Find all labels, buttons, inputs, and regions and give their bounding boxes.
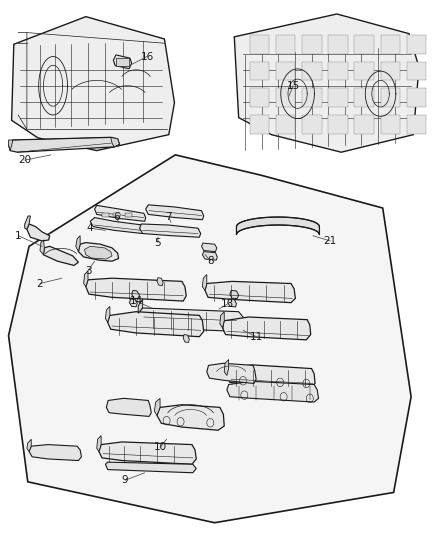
Bar	[276, 115, 295, 134]
Polygon shape	[9, 140, 13, 151]
Polygon shape	[237, 217, 319, 235]
Text: 5: 5	[155, 238, 161, 247]
Polygon shape	[130, 299, 138, 307]
Polygon shape	[230, 290, 239, 298]
Polygon shape	[220, 312, 224, 328]
Text: 7: 7	[166, 212, 172, 222]
Polygon shape	[207, 364, 256, 383]
Bar	[302, 115, 321, 134]
Text: 9: 9	[122, 475, 128, 485]
Bar	[328, 88, 348, 107]
Text: 1: 1	[15, 231, 21, 241]
Text: 3: 3	[85, 266, 92, 276]
Bar	[125, 213, 132, 217]
Polygon shape	[86, 278, 186, 301]
Polygon shape	[40, 240, 44, 255]
Polygon shape	[106, 462, 196, 473]
Polygon shape	[227, 381, 318, 402]
Text: 11: 11	[250, 332, 263, 342]
Polygon shape	[9, 138, 120, 152]
Polygon shape	[27, 224, 49, 241]
Polygon shape	[43, 246, 78, 265]
Polygon shape	[205, 281, 295, 303]
Bar	[276, 88, 295, 107]
Polygon shape	[146, 205, 204, 220]
Polygon shape	[183, 335, 189, 343]
Polygon shape	[90, 217, 145, 233]
Bar	[381, 35, 400, 54]
Bar	[276, 62, 295, 80]
Polygon shape	[201, 243, 217, 252]
Bar	[354, 88, 374, 107]
Polygon shape	[78, 243, 119, 261]
Polygon shape	[25, 216, 30, 229]
Polygon shape	[106, 398, 151, 416]
Bar	[276, 35, 295, 54]
Bar	[381, 88, 400, 107]
Bar	[250, 62, 269, 80]
Text: 6: 6	[113, 212, 120, 222]
Text: 15: 15	[286, 81, 300, 91]
Polygon shape	[234, 14, 419, 152]
Polygon shape	[224, 360, 229, 375]
Bar	[407, 88, 426, 107]
Bar	[407, 62, 426, 80]
Polygon shape	[227, 365, 315, 387]
Polygon shape	[223, 317, 311, 340]
Text: 8: 8	[207, 256, 214, 266]
Polygon shape	[76, 236, 80, 252]
Bar	[354, 35, 374, 54]
Polygon shape	[138, 308, 244, 332]
Polygon shape	[108, 312, 204, 337]
Polygon shape	[113, 55, 132, 69]
Bar	[328, 35, 348, 54]
Polygon shape	[99, 442, 196, 464]
Bar	[116, 58, 129, 66]
Polygon shape	[202, 274, 207, 290]
Bar	[354, 115, 374, 134]
Bar	[302, 35, 321, 54]
Text: 20: 20	[18, 155, 31, 165]
Text: 14: 14	[129, 296, 143, 306]
Polygon shape	[97, 435, 101, 451]
Polygon shape	[157, 278, 163, 286]
Text: 4: 4	[87, 223, 93, 233]
Bar	[328, 115, 348, 134]
Bar	[407, 115, 426, 134]
Polygon shape	[12, 17, 174, 151]
Bar	[250, 115, 269, 134]
Bar	[328, 62, 348, 80]
Bar	[407, 35, 426, 54]
Polygon shape	[132, 290, 140, 298]
Bar	[302, 62, 321, 80]
Polygon shape	[84, 271, 88, 287]
Text: 13: 13	[221, 298, 234, 309]
Text: 10: 10	[153, 442, 166, 452]
Text: 21: 21	[324, 236, 337, 246]
Polygon shape	[85, 246, 112, 259]
Polygon shape	[138, 300, 143, 313]
Bar	[250, 88, 269, 107]
Polygon shape	[111, 138, 120, 147]
Polygon shape	[157, 405, 224, 430]
Bar	[250, 35, 269, 54]
Bar	[354, 62, 374, 80]
Text: 2: 2	[37, 279, 43, 288]
Bar	[302, 88, 321, 107]
Bar	[113, 213, 120, 217]
Polygon shape	[9, 155, 411, 523]
Polygon shape	[29, 445, 81, 461]
Polygon shape	[27, 439, 31, 451]
Polygon shape	[202, 252, 217, 260]
Bar	[102, 213, 109, 217]
Text: 16: 16	[140, 52, 154, 61]
Polygon shape	[95, 205, 146, 221]
Polygon shape	[154, 398, 160, 415]
Polygon shape	[140, 224, 201, 237]
Polygon shape	[106, 306, 110, 322]
Bar	[381, 62, 400, 80]
Bar	[381, 115, 400, 134]
Polygon shape	[228, 299, 237, 307]
